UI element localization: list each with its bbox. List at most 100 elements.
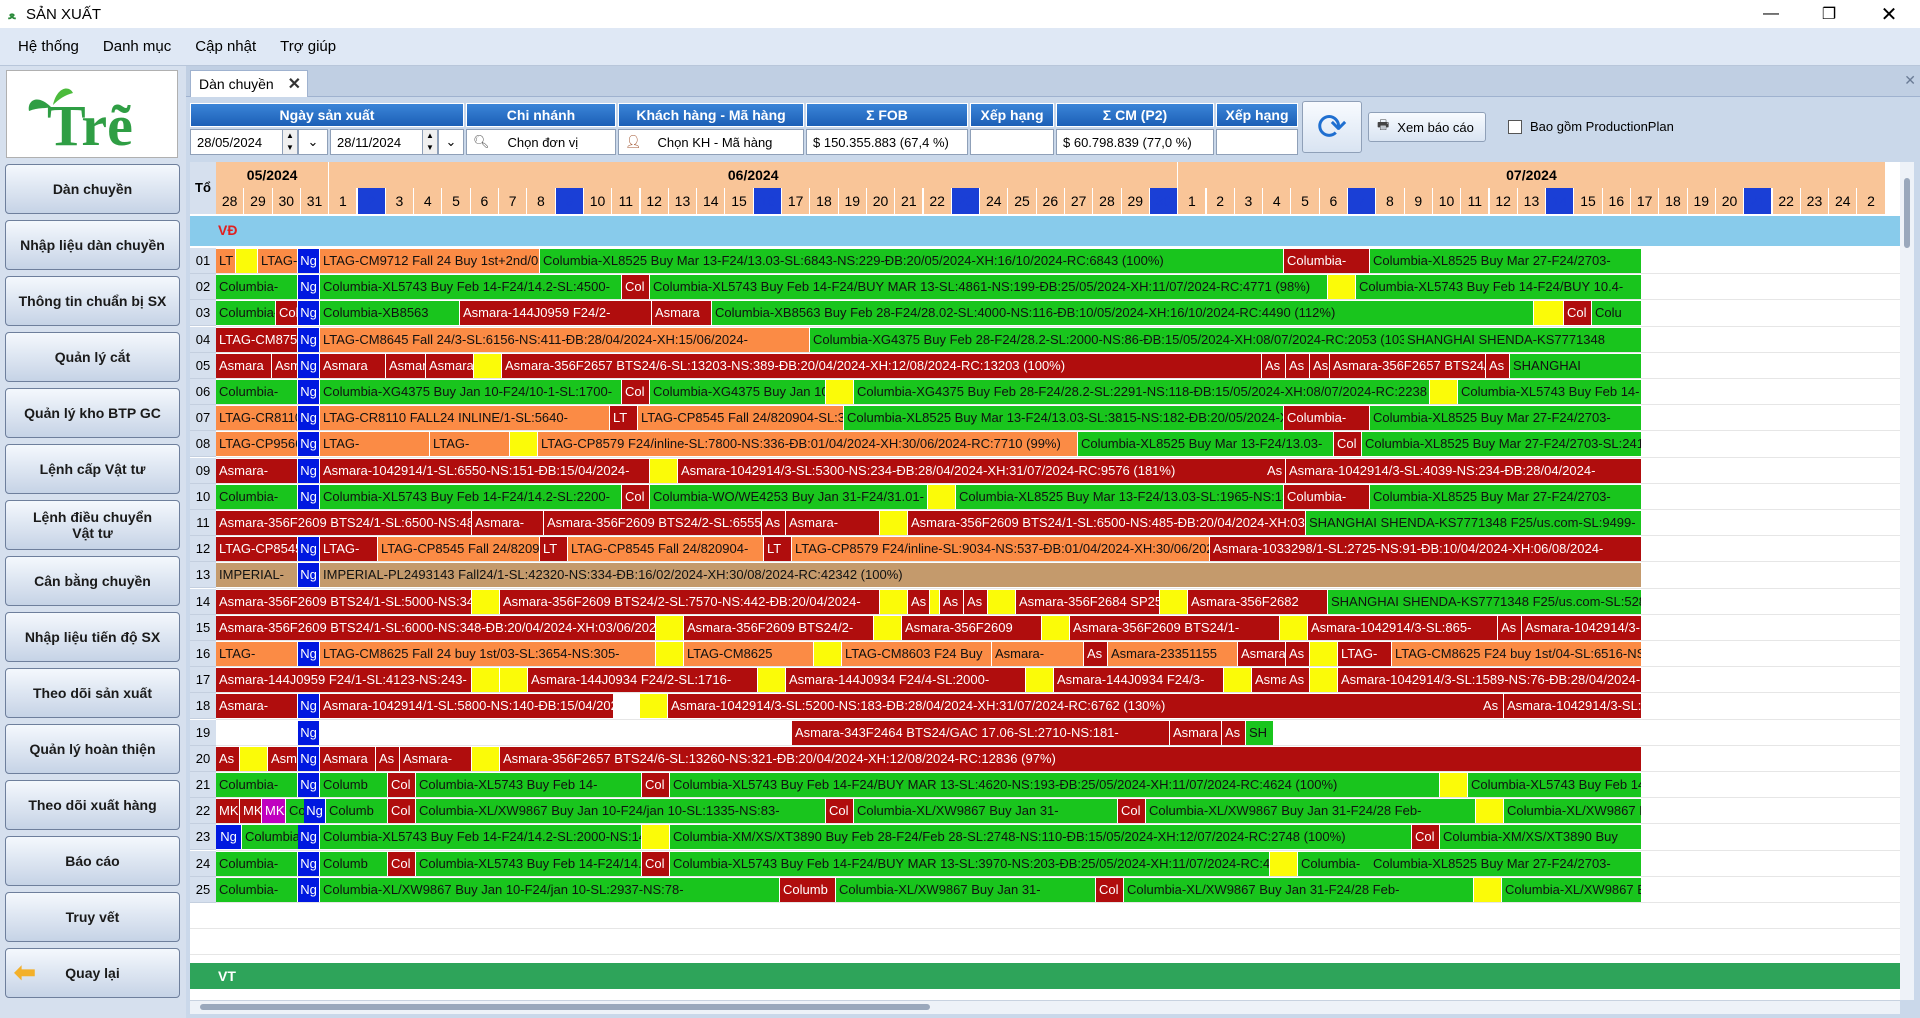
order-bar[interactable]: Columbia-XG4375 Buy Feb 28-F24/28.2-SL:2…	[854, 380, 1430, 404]
order-bar[interactable]: Col	[1096, 877, 1124, 902]
order-bar[interactable]	[472, 668, 500, 693]
order-bar[interactable]: Asmara-356F2609 BTS24/1-SL:6000-NS:348-Đ…	[216, 615, 656, 640]
order-bar[interactable]	[1474, 877, 1502, 902]
order-bar[interactable]	[1310, 642, 1338, 666]
order-bar[interactable]: Ng	[298, 484, 320, 509]
order-bar[interactable]: Columbia-XL/XW9867 Buy Jan 10-F24/jan 10…	[416, 799, 826, 824]
order-bar[interactable]: LTAG-CR8110	[216, 406, 298, 431]
order-bar[interactable]: Ng	[298, 353, 320, 378]
order-bar[interactable]: Asmara-356F2609 BTS24/1-SL:6500-NS:485-Đ…	[908, 511, 1306, 535]
order-bar[interactable]	[472, 746, 500, 771]
order-bar[interactable]: MK	[240, 799, 262, 824]
order-bar[interactable]: Columbia-XL8525 Buy Mar 27-F24/2703-	[1370, 851, 1642, 876]
order-bar[interactable]	[880, 589, 908, 614]
order-bar[interactable]: Asmara-1042914/3-SL:5200-NS:183-ĐB:28/04…	[668, 694, 1502, 719]
order-bar[interactable]: LTAG-CM8625	[684, 642, 814, 666]
order-bar[interactable]: As	[1286, 353, 1310, 378]
order-bar[interactable]: Col	[388, 773, 416, 797]
order-bar[interactable]	[474, 353, 502, 378]
order-bar[interactable]: Asmara-356F2682	[1188, 589, 1328, 614]
nav-line-plan[interactable]: Dàn chuyền	[5, 164, 180, 214]
refresh-button[interactable]: ⟳	[1302, 101, 1362, 153]
view-report-button[interactable]: 🖶 Xem báo cáo	[1368, 112, 1486, 142]
order-bar[interactable]: LTAG-CR8110 FALL24 INLINE/1-SL:5640-	[320, 406, 610, 431]
order-bar[interactable]: Ng	[298, 746, 320, 771]
branch-select[interactable]: 🔍︎ Chọn đơn vị	[466, 129, 616, 155]
order-bar[interactable]: Col	[1564, 301, 1592, 326]
date-from-spinner[interactable]: ▲ ▼	[282, 129, 298, 155]
order-bar[interactable]: Columbia-XB8563 Buy Feb 28-F24/28.02-SL:…	[712, 301, 1534, 326]
order-bar[interactable]: LT	[540, 537, 568, 562]
order-bar[interactable]: Columbia-	[1284, 484, 1370, 509]
order-bar[interactable]: As	[1498, 615, 1522, 640]
order-bar[interactable]: Columbia-	[216, 851, 298, 876]
order-bar[interactable]: Asmara-356F2609 BTS24/1-SL:5000-NS:344-	[216, 589, 472, 614]
order-bar[interactable]: As	[216, 746, 240, 771]
order-bar[interactable]	[874, 615, 902, 640]
order-bar[interactable]: Ng	[216, 825, 242, 850]
order-bar[interactable]	[1310, 668, 1338, 693]
order-bar[interactable]: As	[1286, 642, 1310, 666]
order-bar[interactable]: Columb	[320, 773, 388, 797]
order-bar[interactable]: Asmara-	[216, 694, 298, 719]
order-bar[interactable]: Asmara-356F2609 BTS24/2-	[684, 615, 874, 640]
order-bar[interactable]: Columbia-XL/XW9867 Buy Jan 31-F24/14 Feb…	[1502, 877, 1642, 902]
order-bar[interactable]: Asmara-144J0959 F24/1-SL:4123-NS:243-	[216, 668, 472, 693]
order-bar[interactable]: LTAG-CM9712 Fall 24 Buy 1st+2nd/03-	[320, 249, 540, 273]
order-bar[interactable]: Ng	[298, 406, 320, 431]
order-bar[interactable]: Asmara-144J0934 F24/2-SL:1716-	[528, 668, 758, 693]
order-bar[interactable]: LTAG-CP9566	[216, 432, 298, 457]
order-bar[interactable]: Asmara-1042914/3-	[1522, 615, 1642, 640]
order-bar[interactable]: As	[1084, 642, 1108, 666]
order-bar[interactable]: LTAG-	[320, 432, 430, 457]
vertical-scrollbar[interactable]	[1900, 162, 1914, 1000]
order-bar[interactable]: Columbia-XL5743 Buy Feb 14-F24/14.2-SL:2…	[320, 484, 622, 509]
order-bar[interactable]: Asmara-1042914/3-SL:1562-	[1504, 694, 1642, 719]
order-bar[interactable]	[1430, 380, 1458, 404]
order-bar[interactable]: LTAG-	[258, 249, 298, 273]
order-bar[interactable]: Columbia-XL8525 Buy Mar 13-F24/13.03-SL:…	[540, 249, 1284, 273]
order-bar[interactable]: LTAG-CP8545 Fall 24/820904-	[568, 537, 764, 562]
order-bar[interactable]: Ng	[298, 327, 320, 352]
order-bar[interactable]: Columbia-XL8525 Buy Mar 13-F24/13.03-SL:…	[956, 484, 1284, 509]
order-bar[interactable]: Columbia-XL8525 Buy Mar 27-F24/2703-	[1370, 249, 1642, 273]
order-bar[interactable]: Columbia-	[216, 877, 298, 902]
order-bar[interactable]: Columbia-XL5743 Buy Feb 14-F24/BUY MAR 1…	[670, 773, 1440, 797]
order-bar[interactable]: Asmara-343F2464 BTS24/GAC 17.06-SL:2710-…	[792, 720, 1170, 745]
order-bar[interactable]: As	[940, 589, 964, 614]
order-bar[interactable]: Asmara-	[992, 642, 1084, 666]
order-bar[interactable]: LTAG-CP8545	[216, 537, 298, 562]
date-to-input[interactable]: 28/11/2024	[330, 129, 438, 155]
nav-report[interactable]: Báo cáo	[5, 836, 180, 886]
order-bar[interactable]: Col	[622, 380, 650, 404]
date-to-spinner[interactable]: ▲ ▼	[422, 129, 438, 155]
order-bar[interactable]: Col	[276, 301, 298, 326]
order-bar[interactable]: As	[1222, 720, 1246, 745]
nav-btp-warehouse[interactable]: Quản lý kho BTP GC	[5, 388, 180, 438]
order-bar[interactable]: Columbia-XL5743 Buy Feb 14-F24/BUY MAR 1…	[670, 851, 1270, 876]
order-bar[interactable]: As	[762, 511, 786, 535]
order-bar[interactable]	[1534, 301, 1564, 326]
order-bar[interactable]	[1270, 851, 1298, 876]
order-bar[interactable]: SH	[1246, 720, 1274, 745]
order-bar[interactable]: Columbia-XL5743 Buy Feb 14-F24/14.2-SL:4…	[320, 275, 622, 300]
order-bar[interactable]: Asmara-356F2609 BTS24/1-SL:6500-NS:485-	[216, 511, 472, 535]
order-bar[interactable]: Asmara-356F2609 BTS24/2-SL:6555-	[544, 511, 762, 535]
order-bar[interactable]	[1328, 275, 1356, 300]
order-bar[interactable]: Columbia-WO/WE4253 Buy Jan 31-F24/31.01-	[650, 484, 928, 509]
order-bar[interactable]	[1026, 668, 1054, 693]
order-bar[interactable]: Ng	[298, 825, 320, 850]
order-bar[interactable]	[758, 668, 786, 693]
nav-production-tracking[interactable]: Theo dõi sản xuất	[5, 668, 180, 718]
order-bar[interactable]: Col	[622, 484, 650, 509]
order-bar[interactable]: LTAG-CM8757	[216, 327, 298, 352]
order-bar[interactable]	[240, 746, 268, 771]
order-bar[interactable]: Columbia-	[1284, 406, 1370, 431]
order-bar[interactable]: Columbia-	[216, 484, 298, 509]
order-bar[interactable]: Ng	[298, 851, 320, 876]
order-bar[interactable]: LTAG-CM8625 F24 buy 1st/04-SL:6516-NS:33…	[1392, 642, 1642, 666]
order-bar[interactable]	[826, 380, 854, 404]
order-bar[interactable]: Ng	[298, 694, 320, 719]
order-bar[interactable]: IMPERIAL-	[216, 563, 298, 588]
order-bar[interactable]: Asmara-356F2657 BTS24/6-	[1330, 353, 1486, 378]
